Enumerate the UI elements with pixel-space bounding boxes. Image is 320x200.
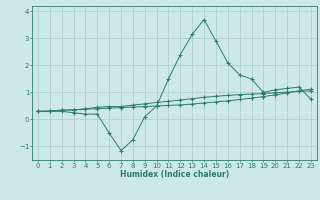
X-axis label: Humidex (Indice chaleur): Humidex (Indice chaleur) (120, 170, 229, 179)
